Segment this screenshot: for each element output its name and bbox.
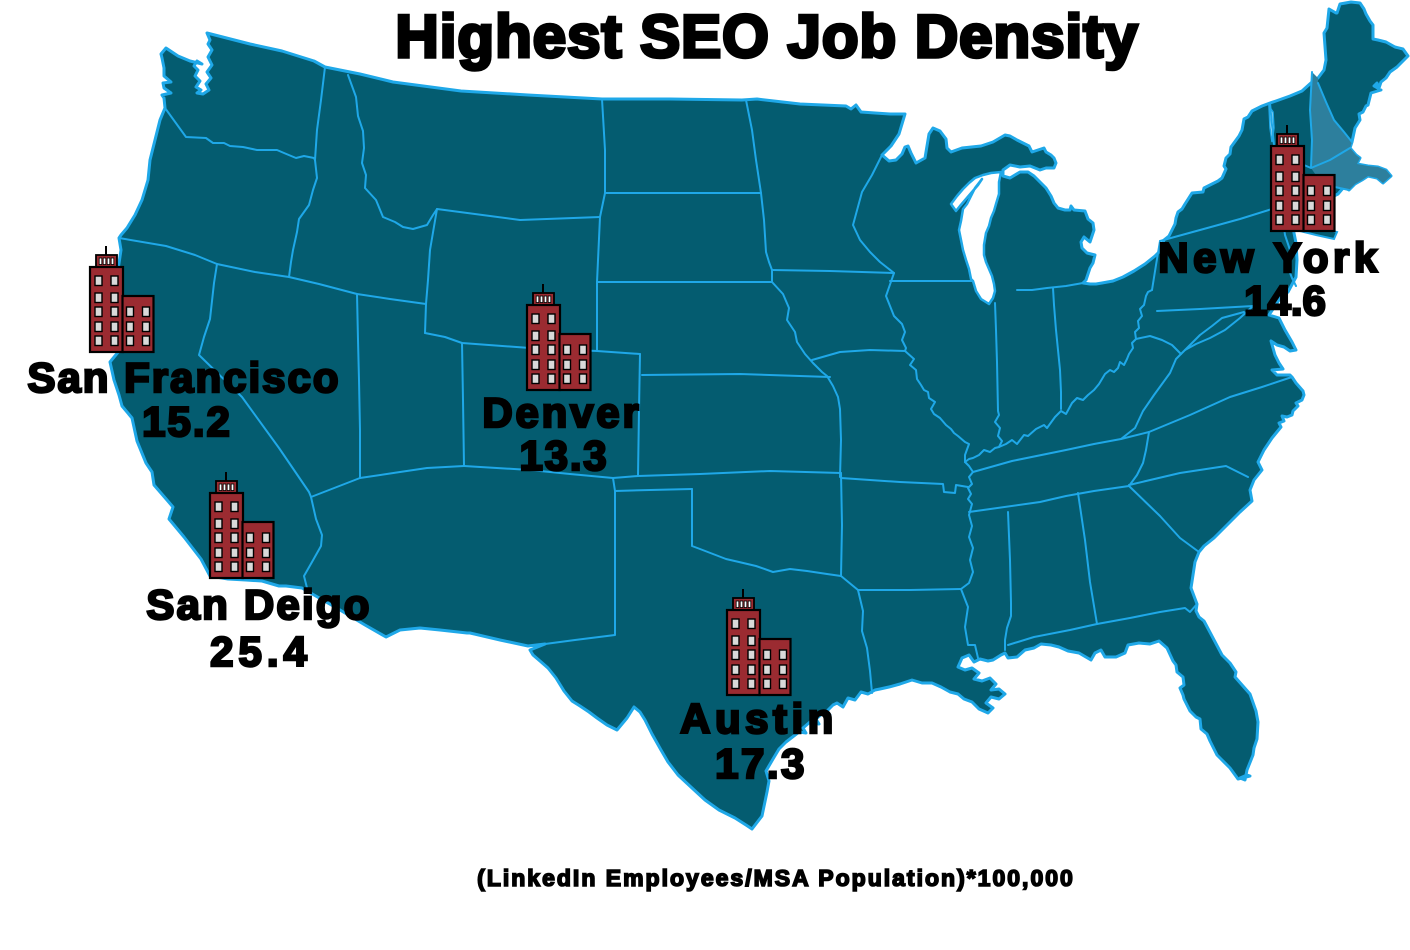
svg-text:15.2: 15.2	[142, 398, 232, 445]
svg-text:17.3: 17.3	[715, 740, 807, 787]
svg-text:New York: New York	[1158, 234, 1382, 281]
svg-text:Denver: Denver	[482, 389, 641, 436]
svg-text:25.4: 25.4	[210, 628, 312, 675]
svg-text:13.3: 13.3	[520, 432, 609, 479]
svg-text:14.6: 14.6	[1244, 277, 1326, 324]
svg-text:Highest SEO Job Density: Highest SEO Job Density	[395, 3, 1138, 70]
svg-text:Austin: Austin	[680, 695, 838, 742]
svg-text:San Francisco: San Francisco	[27, 354, 340, 401]
svg-text:San Deigo: San Deigo	[146, 581, 371, 628]
svg-text:(LinkedIn Employees/MSA Popula: (LinkedIn Employees/MSA Population)*100,…	[477, 865, 1075, 891]
